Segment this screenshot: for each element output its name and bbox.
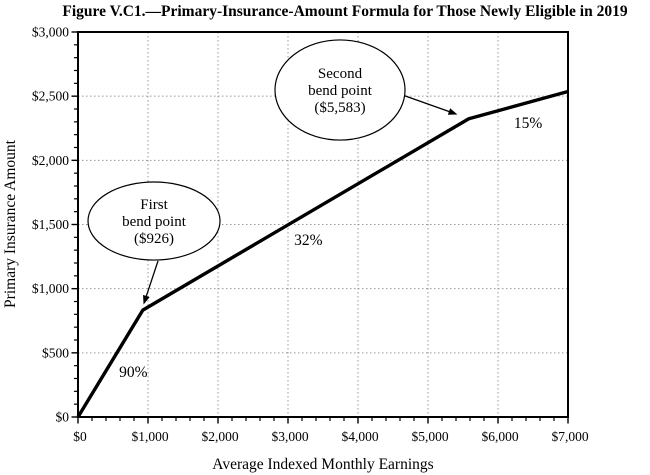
- y-tick-label: $2,500: [32, 89, 69, 104]
- y-tick-label: $1,000: [32, 281, 69, 296]
- x-tick-label: $0: [73, 429, 87, 444]
- y-tick-label: $2,000: [32, 153, 69, 168]
- first-bend-point-label-line: First: [140, 197, 168, 213]
- x-tick-label: $5,000: [411, 429, 448, 444]
- y-tick-label: $3,000: [32, 25, 69, 40]
- pia-formula-line: [76, 89, 569, 418]
- figure-title: Figure V.C1.—Primary-Insurance-Amount Fo…: [62, 3, 628, 20]
- x-tick-label: $3,000: [271, 429, 308, 444]
- x-tick-label: $1,000: [131, 429, 168, 444]
- y-tick-label: $1,500: [32, 217, 69, 232]
- x-axis-title: Average Indexed Monthly Earnings: [212, 456, 433, 473]
- x-tick-label: $6,000: [481, 429, 518, 444]
- second-bend-point-label-line: bend point: [308, 83, 373, 99]
- x-tick-label: $7,000: [551, 429, 588, 444]
- rate-label-15: 15%: [514, 115, 543, 132]
- first-bend-point-label-line: ($926): [134, 231, 174, 247]
- first-bend-point-arrow: [143, 260, 159, 305]
- rate-label-32: 32%: [294, 232, 323, 249]
- second-bend-point-label-line: ($5,583): [314, 100, 365, 116]
- first-bend-point-ellipse: [87, 181, 221, 261]
- second-bend-point-ellipse: [274, 39, 406, 141]
- x-tick-label: $4,000: [341, 429, 378, 444]
- second-bend-point-label-line: Second: [318, 66, 363, 82]
- rate-label-90: 90%: [119, 364, 148, 381]
- second-bend-point-arrow: [404, 95, 458, 115]
- y-tick-label: $500: [42, 345, 69, 360]
- y-axis-title: Primary Insurance Amount: [2, 139, 19, 308]
- first-bend-point-label-line: bend point: [122, 214, 187, 230]
- plot-border: [77, 31, 569, 418]
- y-tick-label: $0: [56, 410, 70, 425]
- x-tick-label: $2,000: [201, 429, 238, 444]
